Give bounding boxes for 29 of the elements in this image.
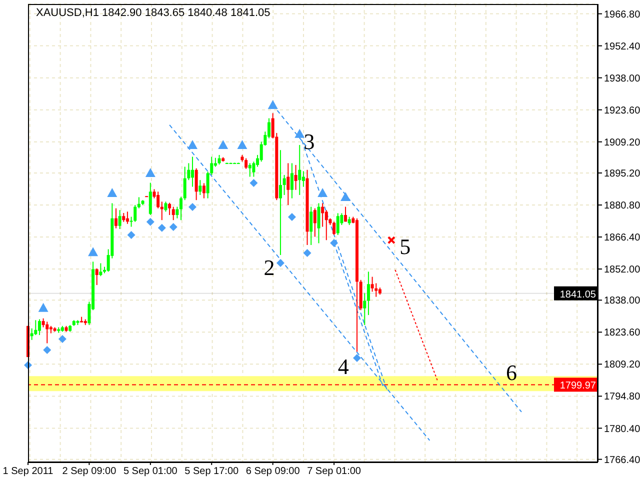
x-tick-label: 2 Sep 09:00 bbox=[62, 466, 117, 477]
y-tick-label: 1809.20 bbox=[604, 360, 640, 371]
annotation: 2 bbox=[264, 255, 275, 280]
annotation: 3 bbox=[304, 129, 315, 154]
y-tick-label: 1909.20 bbox=[604, 137, 640, 148]
ref-line-label: 1799.97 bbox=[560, 380, 596, 392]
y-tick-label: 1866.40 bbox=[604, 232, 640, 244]
x-tick-label: 5 Sep 17:00 bbox=[184, 466, 240, 477]
annotation: 6 bbox=[506, 360, 518, 385]
y-tick-label: 1952.40 bbox=[604, 41, 640, 52]
y-tick-label: 1938.00 bbox=[604, 73, 640, 84]
y-tick-label: 1794.80 bbox=[604, 392, 640, 403]
y-tick-label: 1966.80 bbox=[604, 9, 640, 20]
y-tick-label: 1766.40 bbox=[604, 454, 640, 466]
x-tick-label: 6 Sep 09:00 bbox=[246, 466, 300, 477]
y-tick-label: 1838.00 bbox=[604, 296, 640, 307]
ref-line-label: 1841.05 bbox=[560, 289, 596, 300]
x-tick-label: 1 Sep 2011 bbox=[2, 466, 54, 477]
x-tick-label: 5 Sep 01:00 bbox=[123, 466, 178, 477]
y-tick-label: 1923.60 bbox=[604, 105, 640, 116]
y-tick-label: 1823.60 bbox=[604, 328, 640, 339]
y-tick-label: 1895.20 bbox=[604, 168, 640, 180]
annotation: 5 bbox=[400, 234, 411, 259]
y-tick-label: 1852.00 bbox=[604, 264, 640, 276]
y-tick-label: 1880.80 bbox=[604, 200, 640, 212]
annotation: 4 bbox=[338, 354, 349, 379]
chart-title: XAUUSD,H1 1842.90 1843.65 1840.48 1841.05 bbox=[36, 7, 270, 19]
x-tick-label: 7 Sep 01:00 bbox=[307, 466, 362, 477]
y-tick-label: 1780.40 bbox=[604, 424, 640, 435]
